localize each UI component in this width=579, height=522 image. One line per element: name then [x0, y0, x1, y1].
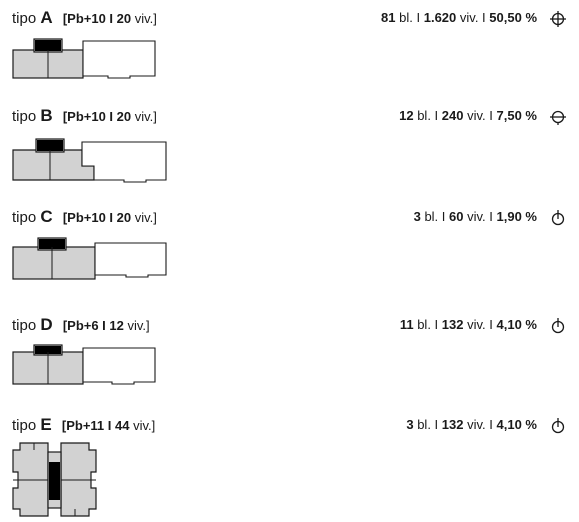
type-prefix: tipo — [12, 209, 37, 226]
horizontal-circle-icon — [550, 110, 566, 125]
vertical-tick-circle-icon — [551, 318, 565, 334]
type-c-row: tipo C [Pb+10 I 20 viv.] 3 bl. I 60 viv.… — [0, 207, 579, 227]
vertical-tick-circle-icon — [551, 210, 565, 226]
type-letter: E — [40, 415, 52, 434]
type-a-row: tipo A [Pb+10 I 20 viv.] 81 bl. I 1.620 … — [0, 8, 579, 28]
type-letter: C — [40, 207, 53, 226]
type-letter: A — [40, 8, 53, 27]
type-a-plan — [12, 38, 156, 79]
type-prefix: tipo — [12, 108, 37, 125]
type-d-plan — [12, 344, 156, 385]
type-d-label: tipo D [Pb+6 I 12 viv.] — [12, 315, 150, 336]
type-c-stats: 3 bl. I 60 viv. I 1,90 % — [413, 209, 537, 224]
type-e-row: tipo E [Pb+11 I 44 viv.] 3 bl. I 132 viv… — [0, 415, 579, 435]
type-prefix: tipo — [12, 317, 37, 334]
type-spec: [Pb+10 I 20 viv.] — [62, 109, 157, 124]
type-a-label: tipo A [Pb+10 I 20 viv.] — [12, 8, 157, 29]
type-letter: B — [40, 106, 53, 125]
type-letter: D — [40, 315, 53, 334]
type-b-plan — [12, 138, 167, 183]
type-d-row: tipo D [Pb+6 I 12 viv.] 11 bl. I 132 viv… — [0, 315, 579, 335]
type-c-label: tipo C [Pb+10 I 20 viv.] — [12, 207, 157, 228]
type-d-stats: 11 bl. I 132 viv. I 4,10 % — [399, 317, 537, 332]
type-prefix: tipo — [12, 417, 37, 434]
type-spec: [Pb+10 I 20 viv.] — [62, 11, 157, 26]
crosshair-circle-icon — [550, 11, 566, 27]
type-e-plan — [12, 442, 97, 517]
type-prefix: tipo — [12, 10, 37, 27]
type-b-stats: 12 bl. I 240 viv. I 7,50 % — [399, 108, 537, 123]
type-e-label: tipo E [Pb+11 I 44 viv.] — [12, 415, 155, 436]
type-b-row: tipo B [Pb+10 I 20 viv.] 12 bl. I 240 vi… — [0, 106, 579, 126]
type-c-plan — [12, 237, 167, 280]
type-spec: [Pb+10 I 20 viv.] — [62, 210, 157, 225]
type-spec: [Pb+11 I 44 viv.] — [61, 418, 156, 433]
type-e-stats: 3 bl. I 132 viv. I 4,10 % — [406, 417, 537, 432]
vertical-tick-circle-icon — [551, 418, 565, 434]
type-a-stats: 81 bl. I 1.620 viv. I 50,50 % — [381, 10, 537, 25]
type-b-label: tipo B [Pb+10 I 20 viv.] — [12, 106, 157, 127]
type-spec: [Pb+6 I 12 viv.] — [62, 318, 150, 333]
